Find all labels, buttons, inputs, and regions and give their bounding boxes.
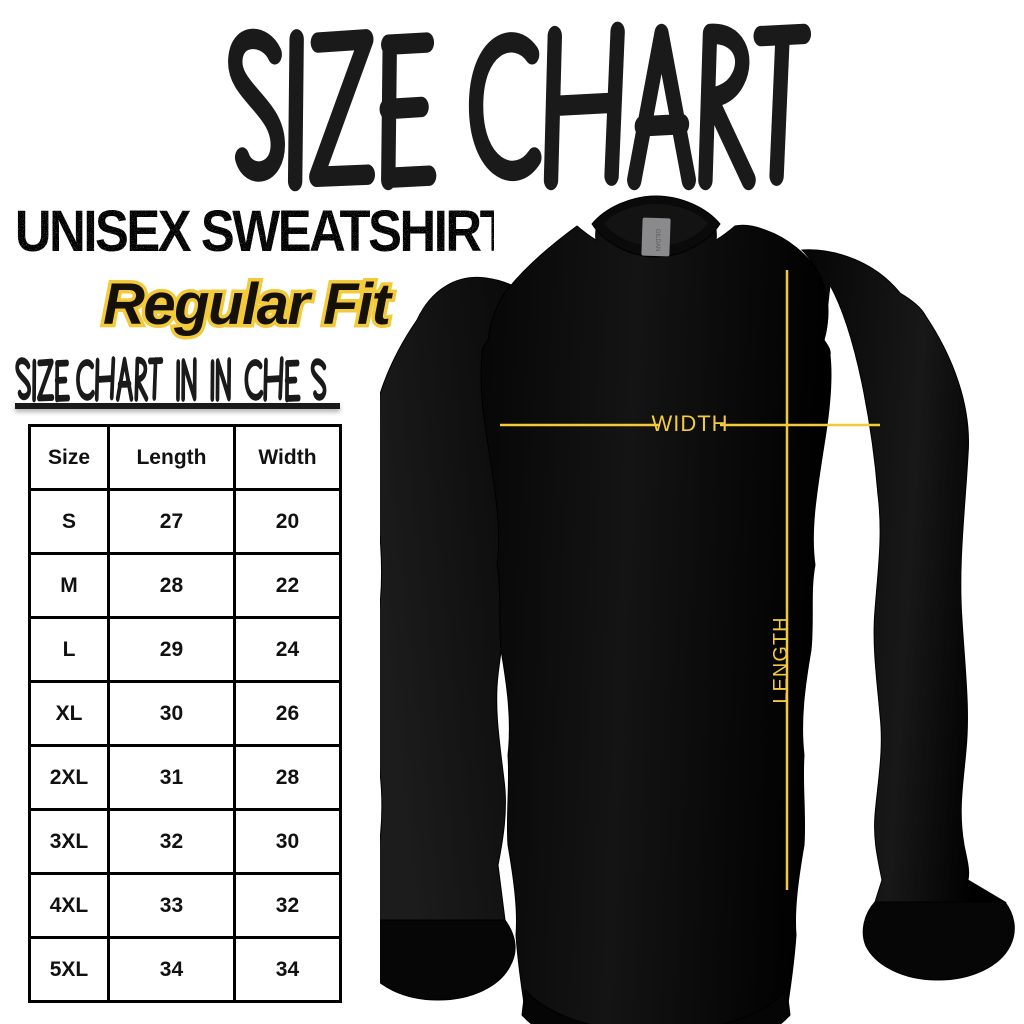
svg-text:Regular Fit: Regular Fit: [103, 272, 394, 337]
svg-text:LENGTH: LENGTH: [770, 616, 792, 703]
svg-text:WIDTH: WIDTH: [651, 411, 728, 436]
svg-text:GILDAN: GILDAN: [654, 229, 660, 251]
